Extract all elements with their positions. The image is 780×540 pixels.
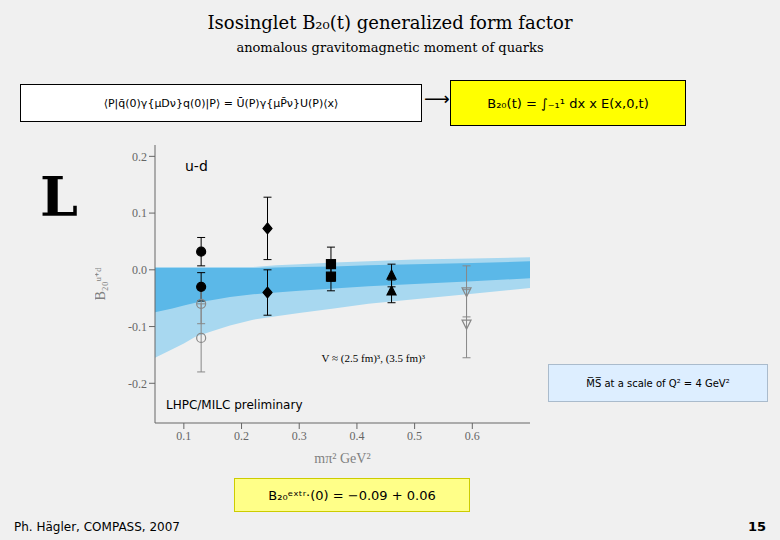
svg-text:0.2: 0.2 <box>234 429 249 443</box>
svg-text:-0.1: -0.1 <box>128 320 147 334</box>
html-text:15: 15 <box>747 519 766 534</box>
html-text:⟨P|q̄(0)γ{μDν}q(0)|P⟩ = Ū(P)γ{: ⟨P|q̄(0)γ{μDν}q(0)|P⟩ = Ū(P)γ{μP̄ν}U(P)⟨… <box>103 96 339 110</box>
html-text:Ph. Hägler, COMPASS, 2007: Ph. Hägler, COMPASS, 2007 <box>14 520 180 534</box>
svg-text:-0.2: -0.2 <box>128 377 147 391</box>
svg-text:B₂₀ᵘ⁺ᵈ: B₂₀ᵘ⁺ᵈ <box>95 267 108 301</box>
svg-text:V ≈ (2.5 fm)³, (3.5 fm)³: V ≈ (2.5 fm)³, (3.5 fm)³ <box>322 352 426 365</box>
html-text:LHPC/MILC preliminary: LHPC/MILC preliminary <box>166 398 303 412</box>
svg-text:mπ² GeV²: mπ² GeV² <box>314 451 370 465</box>
svg-text:0.1: 0.1 <box>132 206 147 220</box>
html-text:L: L <box>40 165 78 229</box>
html-text:B₂₀(t) = ∫₋₁¹ dx x E(x,0,t): B₂₀(t) = ∫₋₁¹ dx x E(x,0,t) <box>487 95 649 111</box>
html-text:u-d: u-d <box>185 158 208 174</box>
svg-text:0.2: 0.2 <box>132 150 147 164</box>
svg-text:0.6: 0.6 <box>465 429 480 443</box>
html-text:M̅S̅ at a scale of Q² = 4 GeV²: M̅S̅ at a scale of Q² = 4 GeV² <box>586 377 730 389</box>
svg-text:0.3: 0.3 <box>292 429 307 443</box>
html-text:Isosinglet B₂₀(t) generalized: Isosinglet B₂₀(t) generalized form facto… <box>207 12 573 33</box>
html-text:anomalous gravitomagnetic mome: anomalous gravitomagnetic moment of quar… <box>236 40 544 55</box>
html-text:B₂₀ᵉˣᵗʳ·(0) = −0.09 + 0.06: B₂₀ᵉˣᵗʳ·(0) = −0.09 + 0.06 <box>268 487 436 503</box>
svg-text:0.0: 0.0 <box>132 263 147 277</box>
svg-text:0.4: 0.4 <box>349 429 364 443</box>
svg-text:0.1: 0.1 <box>176 429 191 443</box>
svg-text:0.5: 0.5 <box>407 429 422 443</box>
